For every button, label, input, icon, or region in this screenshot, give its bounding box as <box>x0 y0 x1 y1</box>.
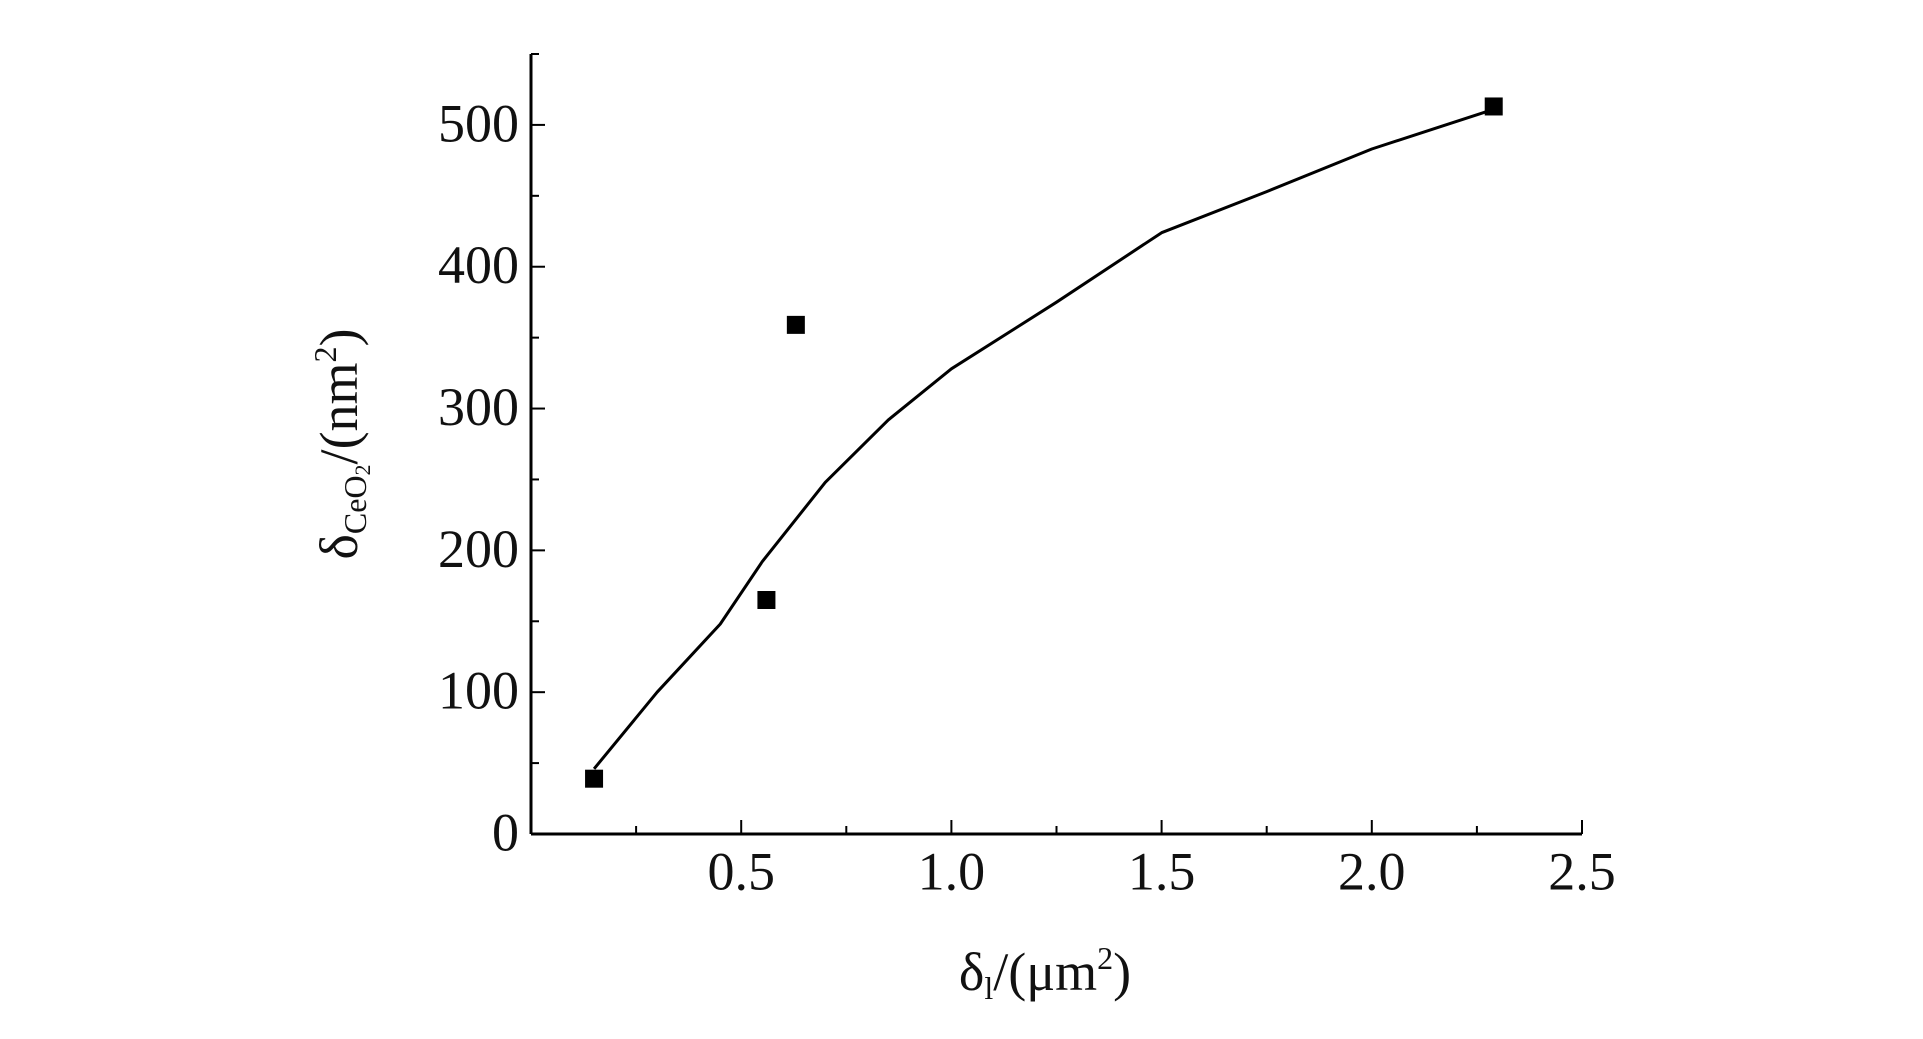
x-tick-label: 1.0 <box>918 841 986 901</box>
y-tick-label: 100 <box>438 661 519 721</box>
y-axis-label: δCeO2/(nm2) <box>307 328 375 559</box>
y-tick-label: 500 <box>438 93 519 153</box>
y-label-unit: /(nm <box>309 362 369 464</box>
y-label-subscript: CeO <box>337 475 373 534</box>
y-label-close: ) <box>309 328 369 346</box>
x-label-superscript: 2 <box>1097 940 1113 976</box>
data-point <box>757 591 776 609</box>
data-point <box>1484 97 1503 116</box>
x-label-subscript: l <box>984 970 993 1006</box>
x-tick-label: 2.5 <box>1548 841 1616 901</box>
x-label-close: ) <box>1113 942 1131 1002</box>
x-tick-label: 2.0 <box>1338 841 1406 901</box>
y-tick-label: 300 <box>438 377 519 437</box>
x-tick-label: 0.5 <box>707 841 775 901</box>
x-axis-label: δl/(μm2) <box>959 940 1131 1006</box>
x-label-symbol: δ <box>959 942 984 1002</box>
y-tick-label: 0 <box>492 802 519 862</box>
data-point <box>585 769 604 788</box>
y-tick-label: 400 <box>438 235 519 295</box>
y-tick-label: 200 <box>438 519 519 579</box>
y-label-symbol: δ <box>309 534 369 559</box>
x-label-unit: /(μm <box>993 942 1097 1002</box>
data-point <box>786 315 805 334</box>
fit-curve <box>592 107 1495 770</box>
y-label-subsubscript: 2 <box>350 464 375 475</box>
x-tick-label: 1.5 <box>1128 841 1196 901</box>
y-label-superscript: 2 <box>307 346 343 362</box>
